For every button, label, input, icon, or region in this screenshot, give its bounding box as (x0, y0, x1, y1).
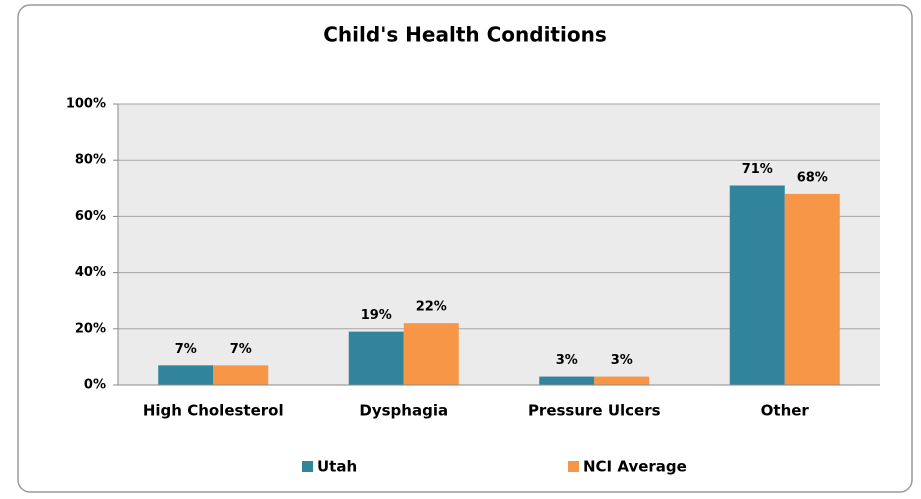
y-tick-label: 100% (66, 97, 106, 112)
legend-swatch (302, 461, 313, 472)
value-label: 71% (742, 162, 773, 177)
bar (784, 193, 840, 385)
value-label: 7% (230, 342, 252, 357)
y-tick-label: 60% (75, 209, 106, 224)
value-label: 22% (416, 300, 447, 315)
x-tick-label: Other (761, 402, 810, 420)
value-label: 19% (361, 308, 392, 323)
value-label: 68% (797, 170, 828, 185)
y-tick-label: 40% (75, 265, 106, 280)
y-tick-label: 80% (75, 153, 106, 168)
y-tick-label: 0% (84, 378, 106, 393)
bar (594, 376, 650, 385)
bar (348, 331, 404, 385)
bar (403, 323, 459, 385)
legend-swatch (568, 461, 579, 472)
value-label: 3% (611, 353, 633, 368)
bar (729, 185, 785, 385)
bar (213, 365, 269, 385)
y-tick-label: 20% (75, 321, 106, 336)
bar (158, 365, 214, 385)
value-label: 3% (556, 353, 578, 368)
x-tick-label: Pressure Ulcers (528, 402, 661, 420)
legend-label: NCI Average (583, 458, 687, 476)
x-tick-label: Dysphagia (359, 402, 448, 420)
value-label: 7% (175, 342, 197, 357)
x-tick-label: High Cholesterol (143, 402, 284, 420)
legend-label: Utah (317, 458, 357, 476)
bar (539, 376, 595, 385)
chart-title: Child's Health Conditions (323, 23, 606, 47)
